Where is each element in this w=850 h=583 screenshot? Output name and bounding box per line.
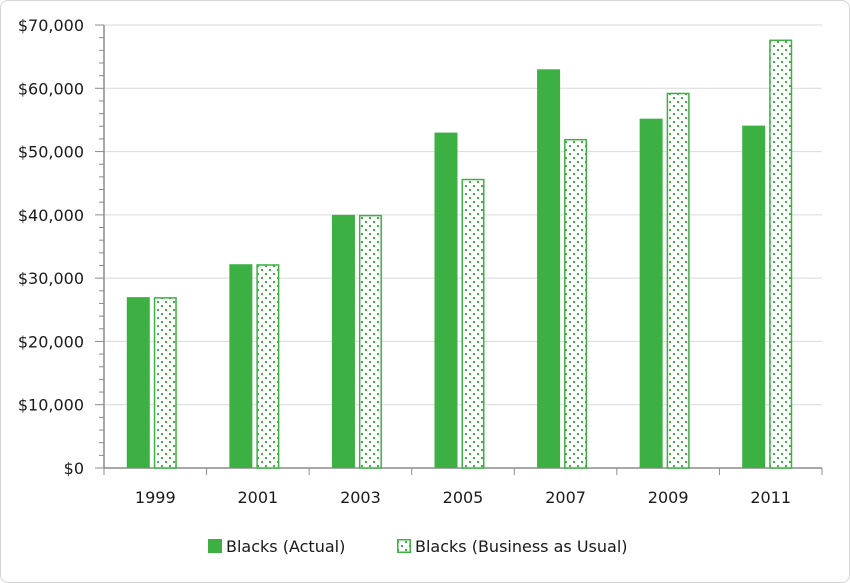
legend: Blacks (Actual) Blacks (Business as Usual… [208,537,628,556]
y-tick-label: $50,000 [18,143,84,162]
bar-actual-2011 [742,125,766,469]
legend-swatch-business-as-usual [397,539,411,553]
bar-actual-2007 [537,69,561,469]
y-tick-label: $40,000 [18,206,84,225]
x-tick-label: 2003 [340,488,381,507]
bar-business-as-usual-2011 [769,39,793,469]
y-tick-label: $0 [64,459,84,478]
y-tick-label: $70,000 [18,16,84,35]
x-tick-label: 2007 [545,488,586,507]
bar-business-as-usual-1999 [153,297,177,469]
bar-actual-2001 [229,264,253,468]
legend-label-business-as-usual: Blacks (Business as Usual) [415,537,628,556]
legend-swatch-actual [208,539,222,553]
bar-actual-2003 [331,214,355,468]
bar-actual-1999 [126,297,150,468]
y-tick-label: $10,000 [18,396,84,415]
x-tick-label: 2001 [237,488,278,507]
x-tick-label: 1999 [135,488,176,507]
y-tick-label: $20,000 [18,332,84,351]
bar-business-as-usual-2007 [564,138,588,469]
x-tick-label: 2005 [443,488,484,507]
bar-business-as-usual-2003 [358,214,382,469]
bar-actual-2009 [639,118,663,469]
x-tick-label: 2009 [648,488,689,507]
axes [95,24,823,475]
legend-label-actual: Blacks (Actual) [226,537,345,556]
x-tick-label: 2011 [750,488,791,507]
bar-actual-2005 [434,132,458,469]
y-tick-label: $60,000 [18,79,84,98]
bar-business-as-usual-2009 [666,92,690,469]
bar-business-as-usual-2001 [256,264,280,469]
gridlines [104,24,822,406]
bar-business-as-usual-2005 [461,178,485,469]
tick-labels: $0 $10,000 $20,000 $30,000 $40,000 $50,000 $60… [18,16,791,507]
y-tick-label: $30,000 [18,269,84,288]
bars [126,39,793,469]
